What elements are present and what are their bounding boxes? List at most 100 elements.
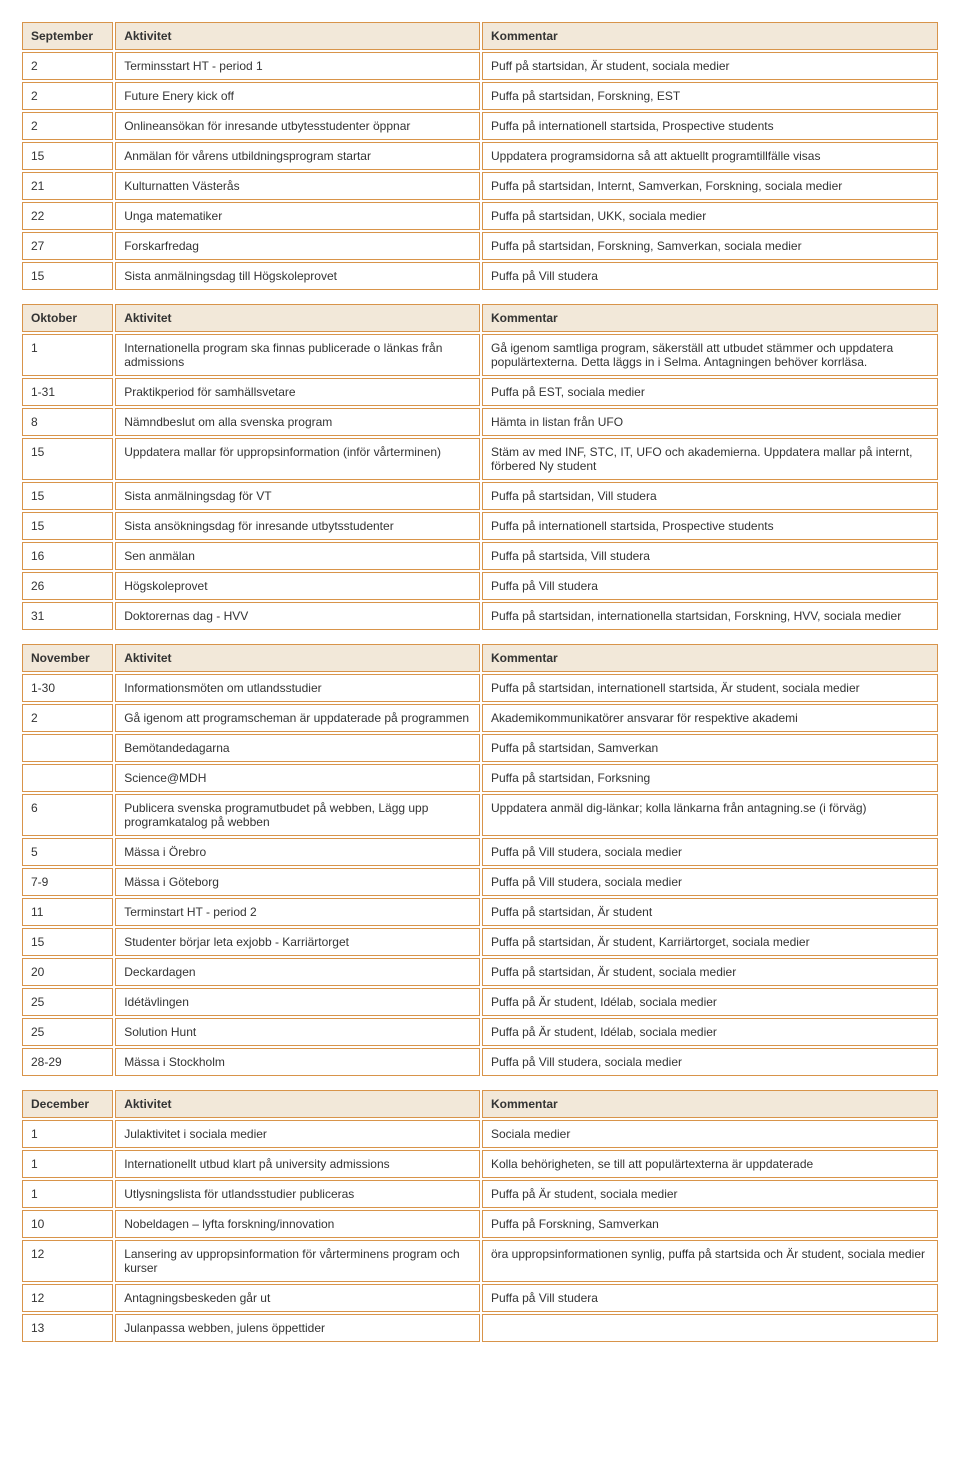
cell-comment: Puffa på Är student, Idélab, sociala med… [482, 1018, 938, 1046]
header-activity: Aktivitet [115, 304, 480, 332]
cell-activity: Bemötandedagarna [115, 734, 480, 762]
table-row: 12Lansering av uppropsinformation för vå… [22, 1240, 938, 1282]
cell-date: 10 [22, 1210, 113, 1238]
header-activity: Aktivitet [115, 1090, 480, 1118]
table-row: 21Kulturnatten VästeråsPuffa på startsid… [22, 172, 938, 200]
month-table: SeptemberAktivitetKommentar2Terminsstart… [20, 20, 940, 292]
cell-date: 2 [22, 704, 113, 732]
cell-comment: Puffa på Vill studera, sociala medier [482, 1048, 938, 1076]
cell-comment: Puffa på EST, sociala medier [482, 378, 938, 406]
month-table: NovemberAktivitetKommentar1-30Informatio… [20, 642, 940, 1078]
cell-date: 15 [22, 482, 113, 510]
cell-comment: Uppdatera programsidorna så att aktuellt… [482, 142, 938, 170]
cell-activity: Studenter börjar leta exjobb - Karriärto… [115, 928, 480, 956]
table-row: 6Publicera svenska programutbudet på web… [22, 794, 938, 836]
cell-comment: Puffa på startsidan, Internt, Samverkan,… [482, 172, 938, 200]
header-month: Oktober [22, 304, 113, 332]
cell-activity: Sista anmälningsdag till Högskoleprovet [115, 262, 480, 290]
cell-activity: Lansering av uppropsinformation för vårt… [115, 1240, 480, 1282]
cell-comment: Puffa på startsidan, Är student, sociala… [482, 958, 938, 986]
cell-activity: Utlysningslista för utlandsstudier publi… [115, 1180, 480, 1208]
cell-date [22, 764, 113, 792]
table-row: Science@MDHPuffa på startsidan, Forksnin… [22, 764, 938, 792]
table-row: 1-31Praktikperiod för samhällsvetarePuff… [22, 378, 938, 406]
cell-date: 13 [22, 1314, 113, 1342]
cell-comment [482, 1314, 938, 1342]
calendar-tables: SeptemberAktivitetKommentar2Terminsstart… [20, 20, 940, 1344]
cell-activity: Mässa i Göteborg [115, 868, 480, 896]
cell-activity: Onlineansökan för inresande utbytesstude… [115, 112, 480, 140]
table-row: 12Antagningsbeskeden går utPuffa på Vill… [22, 1284, 938, 1312]
cell-comment: Puffa på Vill studera [482, 572, 938, 600]
cell-activity: Nämndbeslut om alla svenska program [115, 408, 480, 436]
table-row: 28-29Mässa i StockholmPuffa på Vill stud… [22, 1048, 938, 1076]
cell-activity: Publicera svenska programutbudet på webb… [115, 794, 480, 836]
header-comment: Kommentar [482, 1090, 938, 1118]
header-activity: Aktivitet [115, 644, 480, 672]
cell-comment: Puffa på startsida, Vill studera [482, 542, 938, 570]
table-row: 2Terminsstart HT - period 1Puff på start… [22, 52, 938, 80]
cell-activity: Forskarfredag [115, 232, 480, 260]
cell-date: 25 [22, 988, 113, 1016]
cell-date: 1-30 [22, 674, 113, 702]
cell-date: 2 [22, 82, 113, 110]
cell-activity: Deckardagen [115, 958, 480, 986]
cell-activity: Informationsmöten om utlandsstudier [115, 674, 480, 702]
cell-activity: Uppdatera mallar för uppropsinformation … [115, 438, 480, 480]
table-row: 15Uppdatera mallar för uppropsinformatio… [22, 438, 938, 480]
cell-date: 28-29 [22, 1048, 113, 1076]
cell-date: 6 [22, 794, 113, 836]
table-row: 1Julaktivitet i sociala medierSociala me… [22, 1120, 938, 1148]
table-row: 11Terminstart HT - period 2Puffa på star… [22, 898, 938, 926]
cell-date: 15 [22, 512, 113, 540]
cell-comment: Puffa på Vill studera, sociala medier [482, 838, 938, 866]
cell-date: 11 [22, 898, 113, 926]
cell-comment: Puffa på startsidan, Vill studera [482, 482, 938, 510]
cell-date: 25 [22, 1018, 113, 1046]
header-month: September [22, 22, 113, 50]
cell-activity: Praktikperiod för samhällsvetare [115, 378, 480, 406]
table-row: 15Sista anmälningsdag för VTPuffa på sta… [22, 482, 938, 510]
header-comment: Kommentar [482, 22, 938, 50]
table-row: 15Studenter börjar leta exjobb - Karriär… [22, 928, 938, 956]
table-header-row: DecemberAktivitetKommentar [22, 1090, 938, 1118]
cell-date: 21 [22, 172, 113, 200]
cell-activity: Sista ansökningsdag för inresande utbyts… [115, 512, 480, 540]
header-comment: Kommentar [482, 644, 938, 672]
cell-date: 15 [22, 262, 113, 290]
table-header-row: OktoberAktivitetKommentar [22, 304, 938, 332]
table-row: 2Gå igenom att programscheman är uppdate… [22, 704, 938, 732]
cell-activity: Mässa i Örebro [115, 838, 480, 866]
cell-date: 1 [22, 1180, 113, 1208]
cell-comment: Puffa på Vill studera [482, 262, 938, 290]
cell-date: 2 [22, 112, 113, 140]
cell-comment: Puffa på Är student, Idélab, sociala med… [482, 988, 938, 1016]
cell-comment: Puffa på Vill studera [482, 1284, 938, 1312]
cell-comment: Hämta in listan från UFO [482, 408, 938, 436]
cell-activity: Gå igenom att programscheman är uppdater… [115, 704, 480, 732]
cell-comment: Puffa på startsidan, Forskning, EST [482, 82, 938, 110]
cell-activity: Solution Hunt [115, 1018, 480, 1046]
cell-activity: Terminsstart HT - period 1 [115, 52, 480, 80]
cell-comment: Puffa på Forskning, Samverkan [482, 1210, 938, 1238]
table-row: 22Unga matematikerPuffa på startsidan, U… [22, 202, 938, 230]
month-table: DecemberAktivitetKommentar1Julaktivitet … [20, 1088, 940, 1344]
cell-activity: Future Enery kick off [115, 82, 480, 110]
cell-activity: Anmälan för vårens utbildningsprogram st… [115, 142, 480, 170]
table-row: 20DeckardagenPuffa på startsidan, Är stu… [22, 958, 938, 986]
table-row: 16Sen anmälanPuffa på startsida, Vill st… [22, 542, 938, 570]
cell-activity: Unga matematiker [115, 202, 480, 230]
cell-comment: Puffa på startsidan, Är student [482, 898, 938, 926]
table-row: 26HögskoleprovetPuffa på Vill studera [22, 572, 938, 600]
cell-comment: Akademikommunikatörer ansvarar för respe… [482, 704, 938, 732]
cell-date: 26 [22, 572, 113, 600]
cell-date [22, 734, 113, 762]
table-row: 25IdétävlingenPuffa på Är student, Idéla… [22, 988, 938, 1016]
cell-comment: Gå igenom samtliga program, säkerställ a… [482, 334, 938, 376]
cell-comment: öra uppropsinformationen synlig, puffa p… [482, 1240, 938, 1282]
cell-comment: Puffa på internationell startsida, Prosp… [482, 112, 938, 140]
cell-date: 1 [22, 1120, 113, 1148]
cell-date: 22 [22, 202, 113, 230]
table-row: 7-9Mässa i GöteborgPuffa på Vill studera… [22, 868, 938, 896]
cell-activity: Antagningsbeskeden går ut [115, 1284, 480, 1312]
